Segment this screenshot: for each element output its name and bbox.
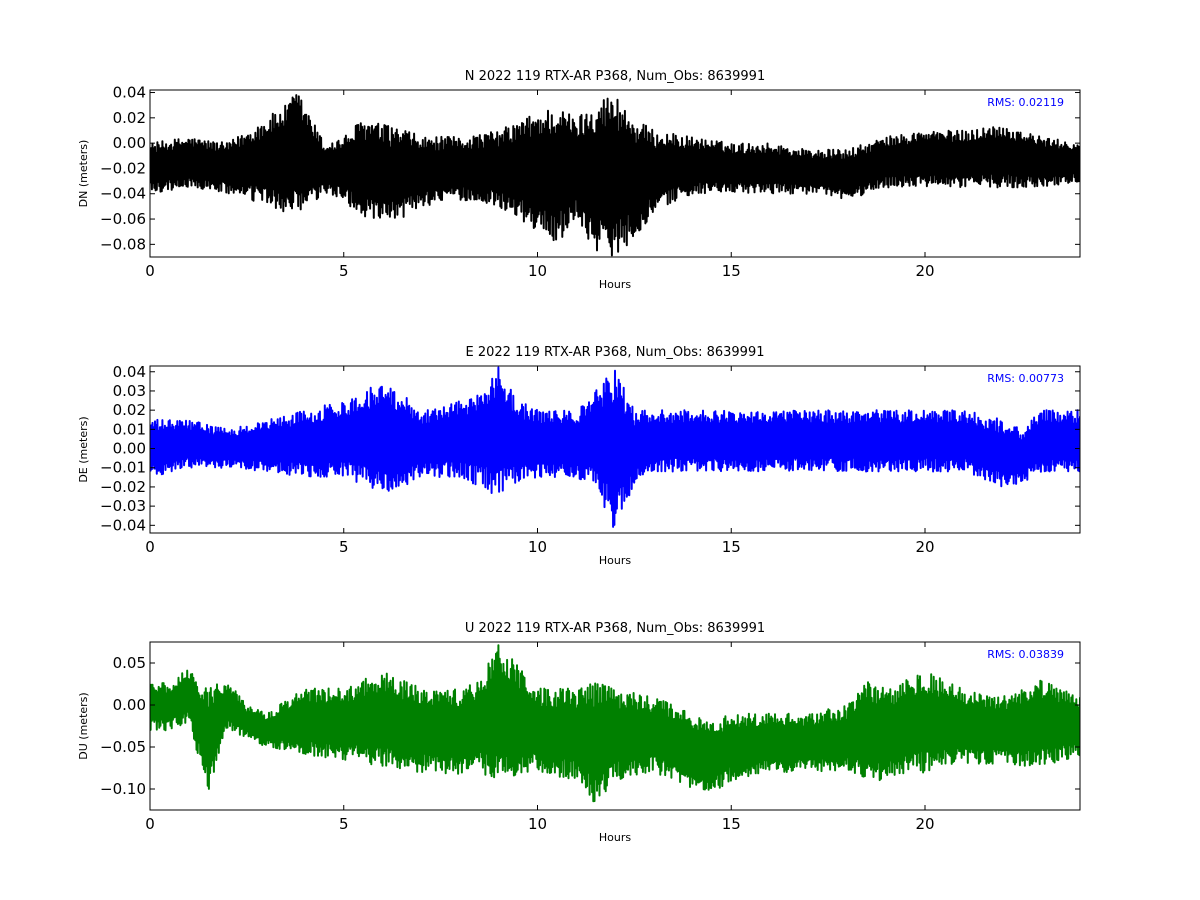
n-ytick-label: 0.02 [113,109,146,127]
e-xtick-label: 10 [528,538,547,556]
u-xtick-label: 15 [722,815,741,833]
n-xtick-label: 0 [145,262,155,280]
e-ytick-label: 0.03 [113,382,146,400]
u-ytick-label: −0.05 [100,738,146,756]
n-y-axis-label: DN (meters) [77,140,90,208]
e-ytick-label: −0.04 [100,516,146,534]
n-ytick-label: −0.08 [100,235,146,253]
e-ytick-label: −0.03 [100,497,146,515]
n-ytick-label: −0.02 [100,159,146,177]
e-panel: 0 5 10 15 200.040.030.020.010.00−0.01−0.02−0… [77,345,1081,567]
e-ytick-label: −0.01 [100,459,146,477]
n-xtick-label: 20 [915,262,934,280]
n-ytick-label: 0.00 [113,134,146,152]
u-ytick-label: −0.10 [100,780,146,798]
u-ytick-label: 0.00 [113,696,146,714]
e-rms-annotation: RMS: 0.00773 [987,372,1064,385]
u-series-line [150,644,1080,803]
n-ytick-label: −0.04 [100,185,146,203]
u-ytick-label: 0.05 [113,654,146,672]
u-xtick-label: 5 [339,815,349,833]
n-series-line [150,94,1080,257]
u-y-axis-label: DU (meters) [77,692,90,759]
e-xtick-label: 5 [339,538,349,556]
n-x-axis-label: Hours [599,278,631,291]
e-chart-title: E 2022 119 RTX-AR P368, Num_Obs: 8639991 [466,345,765,360]
e-ytick-label: −0.02 [100,478,146,496]
n-panel: 0 5 10 15 20 0.04 0.02 0.00 −0.02 −0.04 −0.06 −0.08… [77,69,1081,291]
e-y-axis-label: DE (meters) [77,416,90,482]
e-xtick-label: 20 [915,538,934,556]
u-xtick-label: 20 [915,815,934,833]
u-rms-annotation: RMS: 0.03839 [987,648,1064,661]
n-xtick-label: 10 [528,262,547,280]
e-ytick-label: 0.00 [113,440,146,458]
u-xtick-label: 10 [528,815,547,833]
u-chart-title: U 2022 119 RTX-AR P368, Num_Obs: 8639991 [465,621,765,636]
n-ytick-label: −0.06 [100,210,146,228]
n-xtick-label: 15 [722,262,741,280]
e-xtick-label: 15 [722,538,741,556]
n-ytick-label: 0.04 [113,84,146,102]
e-xtick-label: 0 [145,538,155,556]
e-axes-frame [149,365,1081,534]
u-axes-frame [149,641,1081,811]
e-ytick-label: 0.02 [113,401,146,419]
e-x-axis-label: Hours [599,554,631,567]
n-chart-title: N 2022 119 RTX-AR P368, Num_Obs: 8639991 [465,69,765,84]
e-series-line [150,366,1080,528]
e-ytick-label: 0.04 [113,363,146,381]
u-panel: 0 5 10 15 20 0.05 0.00 −0.05 −0.10 U 2022 119 RTX… [77,621,1081,844]
n-xtick-label: 5 [339,262,349,280]
u-x-axis-label: Hours [599,831,631,844]
n-rms-annotation: RMS: 0.02119 [987,96,1064,109]
e-ytick-label: 0.01 [113,420,146,438]
n-axes-frame [149,89,1081,258]
u-xtick-label: 0 [145,815,155,833]
